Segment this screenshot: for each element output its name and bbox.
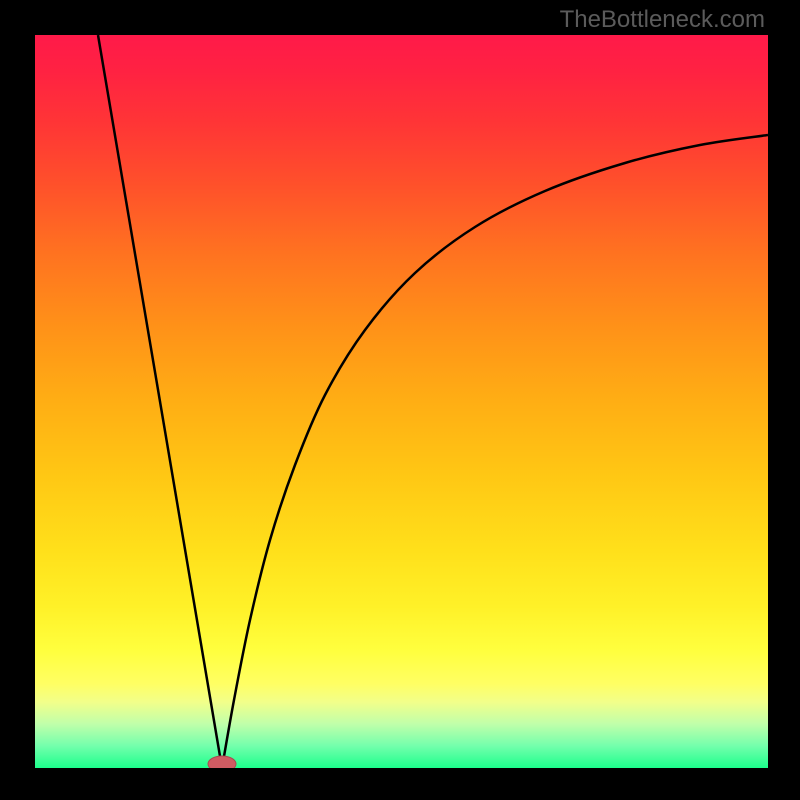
watermark-text: TheBottleneck.com: [560, 6, 765, 34]
plot-area: [35, 35, 768, 768]
minimum-marker: [208, 756, 236, 768]
curve-layer: [35, 35, 768, 768]
chart-container: TheBottleneck.com: [0, 0, 800, 800]
bottleneck-curve-right: [222, 135, 768, 768]
bottleneck-curve-left: [98, 35, 222, 768]
